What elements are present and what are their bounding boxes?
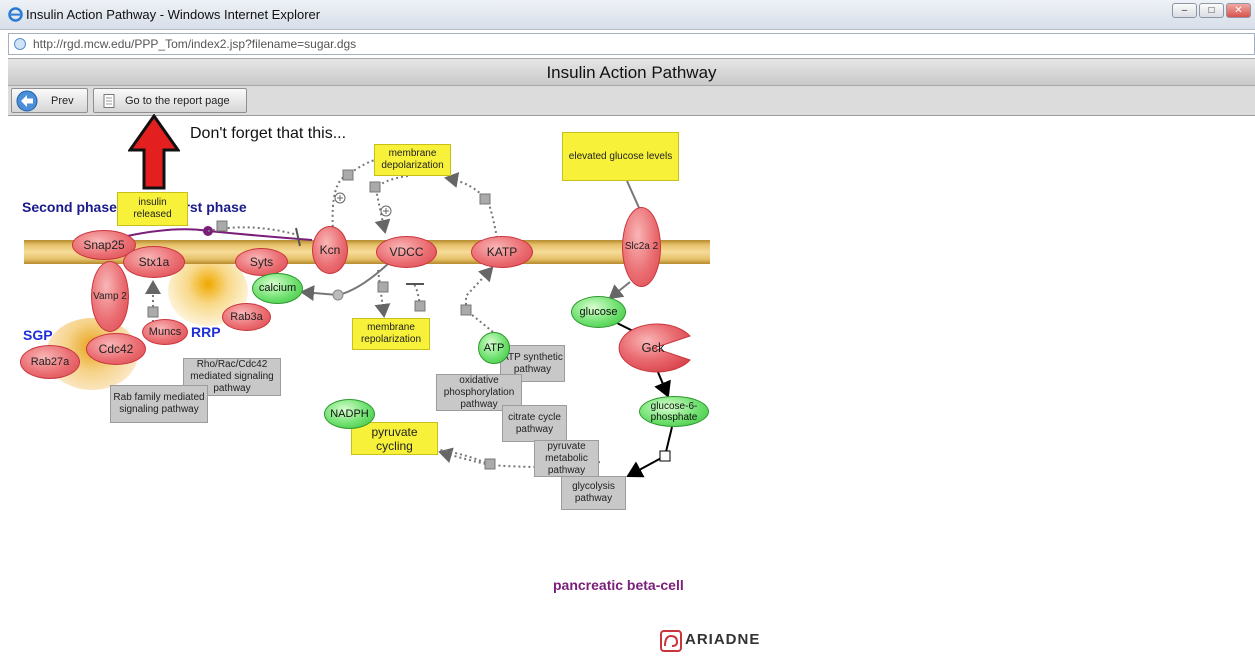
node-glucose-6-phosphate[interactable]: glucose-6- phosphate [639,396,709,427]
label-second-phase: Second phase [22,199,117,215]
node-kcn[interactable]: Kcn [312,226,348,274]
box-insulin-released[interactable]: insulin released [117,192,188,226]
toolbar: Prev Go to the report page [8,86,1255,116]
annotation-note: Don't forget that this... [190,125,347,142]
node-stx1a[interactable]: Stx1a [123,246,185,278]
node-rab27a[interactable]: Rab27a [20,345,80,379]
ie-icon [8,7,23,22]
report-label: Go to the report page [125,95,230,107]
box-oxidative-phosphorylation[interactable]: oxidative phosphorylation pathway [436,374,522,411]
node-atp[interactable]: ATP [478,332,510,364]
node-katp[interactable]: KATP [471,236,533,268]
cell-label: pancreatic beta-cell [553,577,684,593]
ariadne-logo-text: ARIADNE [685,631,761,648]
prev-button[interactable]: Prev [11,88,88,113]
node-syts[interactable]: Syts [235,248,288,276]
back-arrow-icon [16,90,38,112]
node-muncs[interactable]: Muncs [142,319,188,345]
box-membrane-depolarization[interactable]: membrane depolarization [374,144,451,176]
maximize-button[interactable]: □ [1199,3,1224,18]
prev-label: Prev [51,95,74,107]
page-header: Insulin Action Pathway [8,58,1255,86]
node-nadph[interactable]: NADPH [324,399,375,429]
label-rrp: RRP [191,324,221,340]
report-icon [103,94,115,108]
node-vamp2[interactable]: Vamp 2 [91,261,129,332]
report-page-button[interactable]: Go to the report page [93,88,247,113]
box-elevated-glucose[interactable]: elevated glucose levels [562,132,679,181]
node-calcium[interactable]: calcium [252,273,303,304]
box-citrate-cycle[interactable]: citrate cycle pathway [502,405,567,442]
node-cdc42[interactable]: Cdc42 [86,333,146,365]
page-icon [14,38,26,50]
minimize-button[interactable]: – [1172,3,1197,18]
red-up-arrow-icon [128,114,180,190]
box-pyruvate-cycling[interactable]: pyruvate cycling [351,422,438,455]
node-vdcc[interactable]: VDCC [376,236,437,268]
gck-enzyme-icon [618,323,691,373]
window-title: Insulin Action Pathway - Windows Interne… [26,7,321,22]
label-first-phase: First phase [172,199,247,215]
box-rab-family-pathway[interactable]: Rab family mediated signaling pathway [110,385,208,423]
node-slc2a2[interactable]: Slc2a 2 [622,207,661,287]
node-gck[interactable]: Gck [641,340,665,355]
close-button[interactable]: ✕ [1226,3,1251,18]
box-membrane-repolarization[interactable]: membrane repolarization [352,318,430,350]
box-pyruvate-metabolic[interactable]: pyruvate metabolic pathway [534,440,599,477]
label-sgp: SGP [23,327,53,343]
ariadne-logo-icon [660,630,682,652]
page-title: Insulin Action Pathway [546,63,717,82]
url-text: http://rgd.mcw.edu/PPP_Tom/index2.jsp?fi… [33,37,357,51]
box-glycolysis[interactable]: glycolysis pathway [561,476,626,510]
window-titlebar: Insulin Action Pathway - Windows Interne… [0,0,1255,30]
node-rab3a[interactable]: Rab3a [222,303,271,331]
address-bar[interactable]: http://rgd.mcw.edu/PPP_Tom/index2.jsp?fi… [8,33,1255,55]
node-glucose[interactable]: glucose [571,296,626,328]
